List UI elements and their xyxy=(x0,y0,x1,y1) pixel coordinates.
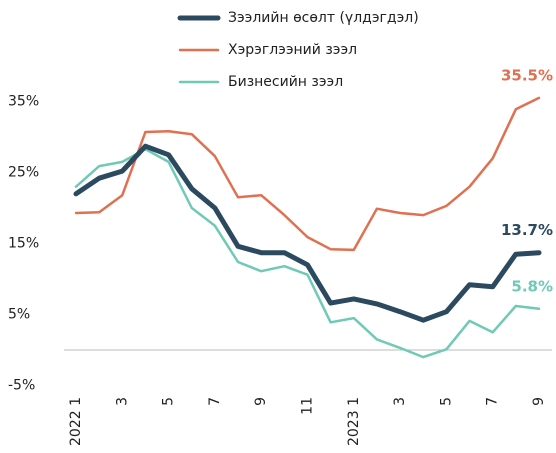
x-tick-label: 9 xyxy=(253,397,269,406)
legend-label: Бизнесийн зээл xyxy=(228,74,343,90)
series-line xyxy=(74,96,541,252)
x-tick-label: 11 xyxy=(300,397,316,415)
x-tick-label: 9 xyxy=(531,397,547,406)
value-label: 35.5% xyxy=(501,66,553,84)
x-tick-label: 2022 1 xyxy=(68,397,84,446)
x-tick-label: 5 xyxy=(438,397,454,406)
legend-label: Зээлийн өсөлт (үлдэгдэл) xyxy=(228,10,419,26)
y-tick-label: -5% xyxy=(8,378,35,394)
x-tick-label: 2023 1 xyxy=(346,397,362,446)
series-line xyxy=(74,147,541,359)
series-line xyxy=(73,143,542,323)
value-label: 13.7% xyxy=(501,221,553,239)
x-tick-label: 7 xyxy=(207,397,223,406)
x-tick-label: 3 xyxy=(392,397,408,406)
legend-label: Хэрэглээний зээл xyxy=(228,42,357,58)
y-tick-label: 15% xyxy=(8,236,39,252)
value-label: 5.8% xyxy=(511,277,553,295)
x-tick-label: 3 xyxy=(114,397,130,406)
y-tick-label: 25% xyxy=(8,165,39,181)
y-tick-label: 5% xyxy=(8,307,30,323)
x-tick-label: 5 xyxy=(161,397,177,406)
x-tick-label: 7 xyxy=(485,397,501,406)
y-tick-label: 35% xyxy=(8,94,39,110)
